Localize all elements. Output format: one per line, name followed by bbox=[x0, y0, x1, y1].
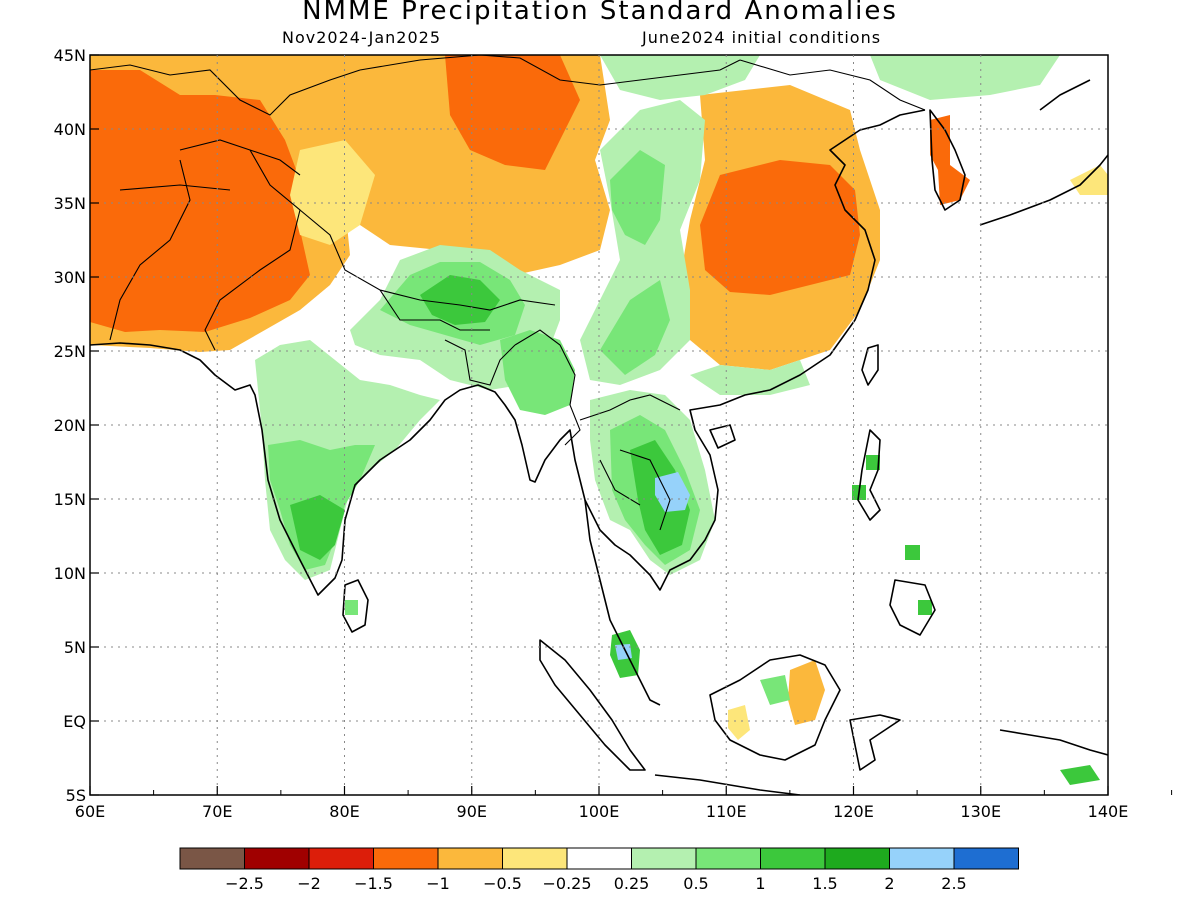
forecast-period: Nov2024-Jan2025 bbox=[282, 28, 441, 47]
wet-region-mekong-max bbox=[655, 472, 690, 512]
y-tick-label: 40N bbox=[54, 120, 86, 139]
colorbar-swatch bbox=[631, 847, 697, 870]
border-china-mongolia bbox=[359, 55, 741, 86]
x-tick-label: 60E bbox=[75, 802, 105, 821]
longitude-labels: 60E 70E 80E 90E 100E 110E 120E 130E 140E bbox=[75, 802, 1129, 821]
colorbar-label: −0.25 bbox=[542, 874, 591, 893]
wet-region-india-core bbox=[290, 495, 345, 560]
y-tick-label: 5N bbox=[64, 638, 86, 657]
x-tick-label: 140E bbox=[1088, 802, 1129, 821]
y-tick-label: 25N bbox=[54, 342, 86, 361]
coast-luzon bbox=[857, 429, 881, 521]
colorbar-label: −1 bbox=[426, 874, 450, 893]
colorbar-swatch bbox=[502, 847, 568, 870]
dry-region-central-strong bbox=[445, 55, 580, 170]
colorbar-swatch bbox=[308, 847, 374, 870]
y-tick-label: 45N bbox=[54, 46, 86, 65]
coast-srilanka bbox=[342, 579, 369, 633]
coast-malay-peninsula bbox=[584, 499, 661, 706]
coast-japan bbox=[979, 79, 1108, 226]
colorbar-label: 2 bbox=[884, 874, 894, 893]
coast-sumatra bbox=[539, 639, 646, 771]
x-tick-label: 90E bbox=[457, 802, 487, 821]
colorbar-swatch bbox=[373, 847, 439, 870]
colorbar-swatch bbox=[760, 847, 826, 870]
y-tick-label: 30N bbox=[54, 268, 86, 287]
border-china-manchuria bbox=[739, 59, 926, 111]
y-tick-label: 5S bbox=[66, 786, 86, 805]
wet-region-burma bbox=[500, 330, 575, 415]
colorbar: −2.5 −2 −1.5 −1 −0.5 −0.25 0.25 0.5 1 1.5 2 2.5 bbox=[179, 847, 1019, 893]
x-tick-label: 130E bbox=[960, 802, 1001, 821]
map-title: NMME Precipitation Standard Anomalies bbox=[302, 0, 898, 26]
dry-region-japan bbox=[1070, 165, 1108, 195]
colorbar-swatch bbox=[824, 847, 890, 870]
axis-ticks bbox=[89, 54, 1173, 796]
wet-region-south-china bbox=[690, 360, 810, 395]
wet-region-srilanka bbox=[345, 600, 358, 615]
dry-region-sumatra bbox=[728, 705, 750, 740]
colorbar-swatch bbox=[953, 847, 1019, 870]
border-iran-afghanistan bbox=[109, 159, 191, 341]
coast-taiwan bbox=[861, 344, 879, 386]
border-bangladesh bbox=[444, 339, 516, 386]
coast-mindanao bbox=[889, 579, 936, 636]
border-indochina bbox=[579, 394, 681, 531]
border-tibet-himalaya bbox=[299, 209, 556, 311]
x-tick-label: 100E bbox=[579, 802, 620, 821]
dry-region-west-strong bbox=[90, 70, 310, 332]
border-nepal-bhutan bbox=[379, 289, 490, 331]
colorbar-label: −2.5 bbox=[225, 874, 264, 893]
x-tick-label: 70E bbox=[202, 802, 232, 821]
wet-region-yunnan bbox=[600, 280, 670, 375]
border-myanmar bbox=[514, 329, 581, 446]
y-tick-label: 35N bbox=[54, 194, 86, 213]
coast-korea bbox=[929, 109, 966, 211]
coast-borneo bbox=[709, 654, 841, 761]
x-tick-label: 120E bbox=[833, 802, 874, 821]
latitude-labels: 5S EQ 5N 10N 15N 20N 25N 30N 35N 40N 45N bbox=[54, 46, 86, 805]
y-tick-label: 20N bbox=[54, 416, 86, 435]
colorbar-label: 2.5 bbox=[941, 874, 966, 893]
colorbar-label: 1 bbox=[755, 874, 765, 893]
wet-region-china-west-mid bbox=[610, 150, 665, 245]
initial-conditions: June2024 initial conditions bbox=[642, 28, 882, 47]
wet-region-himalaya-core bbox=[420, 275, 500, 325]
y-tick-label: 10N bbox=[54, 564, 86, 583]
dry-region-china-strong bbox=[700, 160, 860, 295]
y-tick-label: EQ bbox=[63, 712, 86, 731]
coastlines bbox=[90, 79, 1108, 795]
colorbar-swatch bbox=[566, 847, 632, 870]
colorbar-swatch bbox=[889, 847, 955, 870]
colorbar-swatch bbox=[437, 847, 503, 870]
wet-region-northeast bbox=[870, 55, 1060, 100]
border-pakistan-india bbox=[204, 149, 301, 351]
wet-region-north bbox=[600, 55, 760, 100]
colorbar-label: 0.5 bbox=[683, 874, 708, 893]
dry-region-korea bbox=[930, 115, 970, 205]
colorbar-label: 1.5 bbox=[812, 874, 837, 893]
coast-sulawesi bbox=[849, 714, 901, 771]
y-tick-label: 15N bbox=[54, 490, 86, 509]
coast-java bbox=[654, 774, 801, 795]
colorbar-swatch bbox=[244, 847, 310, 870]
coast-arabia-india bbox=[90, 109, 926, 596]
colorbar-label: 0.25 bbox=[614, 874, 650, 893]
gridlines bbox=[90, 55, 1108, 795]
x-tick-label: 80E bbox=[329, 802, 359, 821]
coast-newguinea bbox=[999, 729, 1108, 756]
x-tick-label: 110E bbox=[706, 802, 747, 821]
colorbar-swatch bbox=[695, 847, 761, 870]
colorbar-label: −1.5 bbox=[354, 874, 393, 893]
wet-region-newguinea bbox=[1060, 765, 1100, 785]
colorbar-swatch bbox=[179, 847, 245, 870]
colorbar-label: −0.5 bbox=[483, 874, 522, 893]
coast-hainan bbox=[709, 424, 736, 449]
colorbar-label: −2 bbox=[297, 874, 321, 893]
country-borders bbox=[90, 55, 926, 531]
wet-region-borneo-north bbox=[760, 675, 790, 705]
dry-region-borneo bbox=[788, 660, 825, 725]
